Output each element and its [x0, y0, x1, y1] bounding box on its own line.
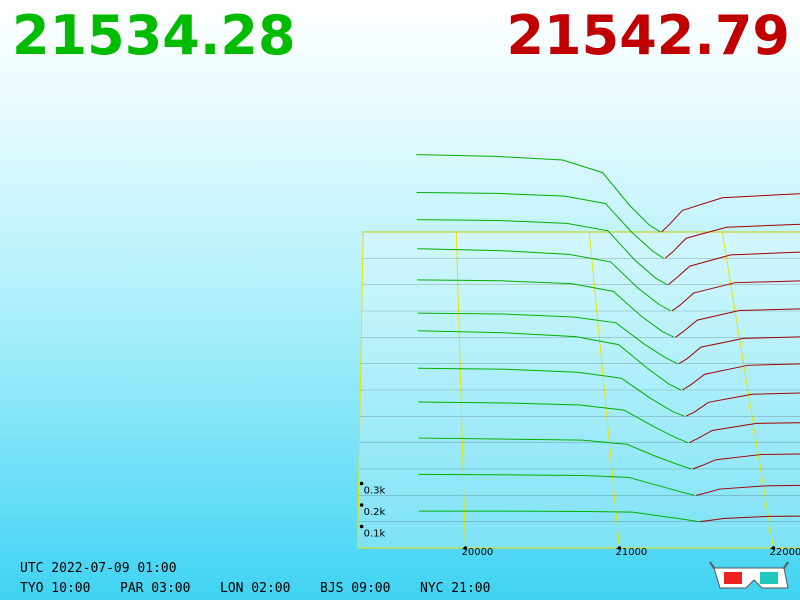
ask-depth-line — [671, 280, 800, 312]
ask-depth-line — [699, 515, 800, 523]
tick-mark — [771, 546, 776, 550]
city-time: BJS 09:00 — [320, 581, 391, 596]
ask-depth-line — [668, 251, 800, 286]
tick-mark — [359, 503, 364, 507]
ask-depth-line — [682, 363, 800, 391]
x-tick-label: 22000 — [769, 547, 800, 558]
bid-price: 21534.28 — [12, 4, 296, 67]
city-time: NYC 21:00 — [420, 581, 491, 596]
ask-depth-line — [685, 392, 800, 417]
depth-tick-label: 0.1k — [364, 529, 386, 540]
bid-depth-line — [418, 473, 695, 496]
bid-depth-line — [416, 154, 661, 233]
floor — [357, 231, 800, 549]
bid-depth-line — [417, 330, 682, 391]
bid-depth-line — [418, 510, 699, 523]
ask-depth-line — [695, 484, 800, 496]
ask-depth-line — [661, 193, 800, 233]
tick-mark — [359, 481, 364, 486]
ask-depth-line — [664, 223, 800, 259]
ask-depth-line — [692, 453, 800, 470]
tick-mark — [359, 524, 364, 529]
ask-depth-line — [688, 422, 800, 444]
bid-depth-line — [418, 367, 685, 417]
bid-depth-line — [417, 248, 671, 312]
city-time: TYO 10:00 — [20, 581, 91, 596]
utc-time: UTC 2022-07-09 01:00 — [20, 561, 177, 576]
x-tick-label: 21000 — [615, 547, 647, 558]
bid-depth-line — [418, 437, 692, 470]
grid-line — [588, 231, 620, 549]
x-tick-label: 20000 — [461, 547, 493, 558]
depth-tick-label: 0.3k — [364, 486, 386, 497]
depth-tick-label: 0.2k — [364, 507, 386, 518]
city-time: LON 02:00 — [220, 581, 291, 596]
grid-line — [455, 231, 466, 549]
tick-mark — [617, 546, 622, 550]
bid-depth-line — [417, 312, 678, 365]
tick-mark — [463, 546, 468, 550]
bid-depth-line — [416, 191, 665, 259]
bid-depth-line — [416, 219, 668, 286]
bid-depth-line — [418, 401, 689, 444]
ask-depth-line — [678, 336, 800, 365]
ask-price: 21542.79 — [506, 4, 790, 67]
city-time: PAR 03:00 — [120, 581, 191, 596]
grid-line — [721, 231, 774, 549]
ask-depth-line — [675, 308, 800, 338]
bid-depth-line — [417, 279, 675, 338]
